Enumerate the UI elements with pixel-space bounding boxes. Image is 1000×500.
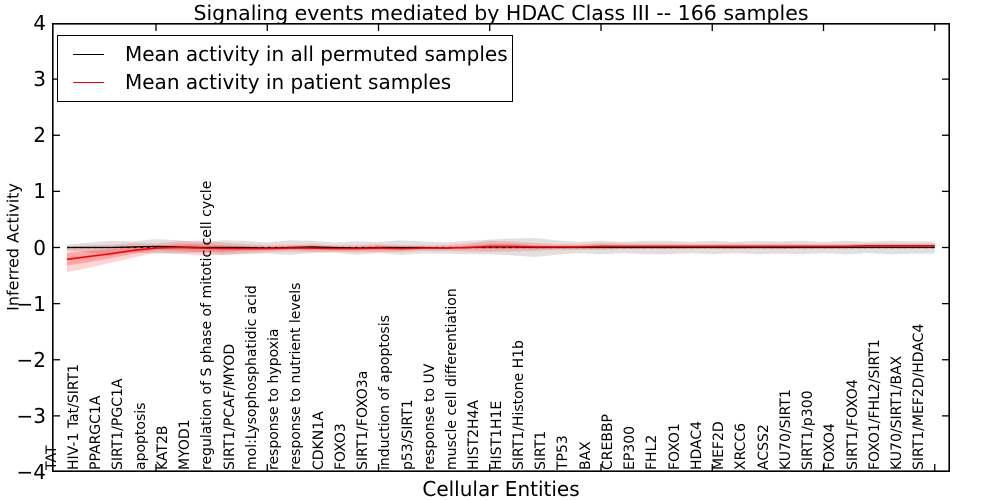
chart-title: Signaling events mediated by HDAC Class …	[193, 1, 809, 25]
legend: Mean activity in all permuted samples Me…	[57, 35, 513, 102]
x-category-label: SIRT1/FOXO3a	[355, 370, 371, 470]
x-category-label: HIST1H1E	[488, 400, 505, 470]
y-tick-label: 0	[33, 235, 46, 260]
x-category-label: SIRT1/Histone H1b	[510, 340, 527, 470]
x-category-label: FOXO3	[332, 423, 349, 470]
x-category-label: response to nutrient levels	[288, 282, 305, 470]
x-category-label: response to hypoxia	[266, 328, 282, 470]
y-tick-label: −2	[16, 347, 46, 372]
x-category-label: apoptosis	[132, 402, 149, 470]
x-category-label: KU70/SIRT1	[777, 389, 794, 470]
y-tick-label: 3	[33, 67, 46, 92]
y-tick-label: −4	[16, 460, 46, 484]
x-category-label: FOXO1/FHL2/SIRT1	[866, 339, 883, 470]
x-category-label: HIST2H4A	[466, 399, 483, 470]
x-category-label: TAT	[43, 445, 60, 470]
chart-canvas	[52, 23, 950, 472]
y-tick-label: 4	[33, 11, 46, 35]
x-category-label: KAT2B	[154, 425, 171, 471]
y-tick-label: −3	[16, 403, 46, 428]
legend-item-permuted: Mean activity in all permuted samples	[58, 40, 512, 68]
x-category-label: FOXO1	[666, 423, 683, 470]
x-category-label: mol:Lysophosphatidic acid	[243, 285, 260, 470]
x-category-label: SIRT1/PGC1A	[110, 378, 127, 470]
x-category-label: CREBBP	[599, 414, 616, 470]
x-category-label: FOXO4	[822, 423, 839, 470]
x-category-label: FHL2	[644, 434, 661, 470]
x-category-label: CDKN1A	[310, 411, 327, 470]
x-category-label: MYOD1	[177, 419, 193, 470]
x-category-label: PPARGC1A	[88, 395, 104, 470]
x-category-label: ACSS2	[755, 424, 772, 470]
x-category-label: TP53	[555, 435, 572, 470]
x-axis-label: Cellular Entities	[422, 477, 580, 500]
legend-item-patient: Mean activity in patient samples	[58, 68, 512, 96]
x-category-label: XRCC6	[733, 422, 750, 470]
legend-label-patient: Mean activity in patient samples	[125, 70, 452, 94]
y-tick-label: −1	[16, 291, 46, 316]
x-category-label: EP300	[622, 425, 638, 470]
x-category-label: SIRT1/PCAF/MYOD	[221, 343, 238, 470]
x-category-label: SIRT1/p300	[800, 390, 816, 470]
plot-area: Mean activity in all permuted samples Me…	[52, 23, 950, 472]
legend-line-sample-permuted	[73, 53, 104, 55]
x-category-label: MEF2D	[711, 421, 727, 470]
y-tick-label: 1	[33, 179, 46, 204]
x-category-label: response to UV	[421, 363, 438, 470]
x-category-label: BAX	[577, 441, 594, 470]
x-category-label: KU70/SIRT1/BAX	[889, 355, 905, 470]
x-category-label: SIRT1	[533, 430, 549, 470]
x-category-label: p53/SIRT1	[399, 399, 416, 470]
x-category-label: SIRT1/FOXO4	[844, 379, 861, 470]
y-tick-label: 2	[33, 123, 46, 148]
x-category-label: induction of apoptosis	[377, 315, 394, 470]
x-category-label: HDAC4	[688, 420, 705, 470]
x-category-label: muscle cell differentiation	[444, 288, 460, 470]
legend-label-permuted: Mean activity in all permuted samples	[125, 42, 508, 66]
x-category-label: regulation of S phase of mitotic cell cy…	[199, 180, 216, 470]
legend-line-sample-patient	[73, 81, 104, 83]
x-category-label: HIV-1 Tat/SIRT1	[65, 363, 82, 470]
x-category-label: SIRT1/MEF2D/HDAC4	[911, 323, 928, 470]
